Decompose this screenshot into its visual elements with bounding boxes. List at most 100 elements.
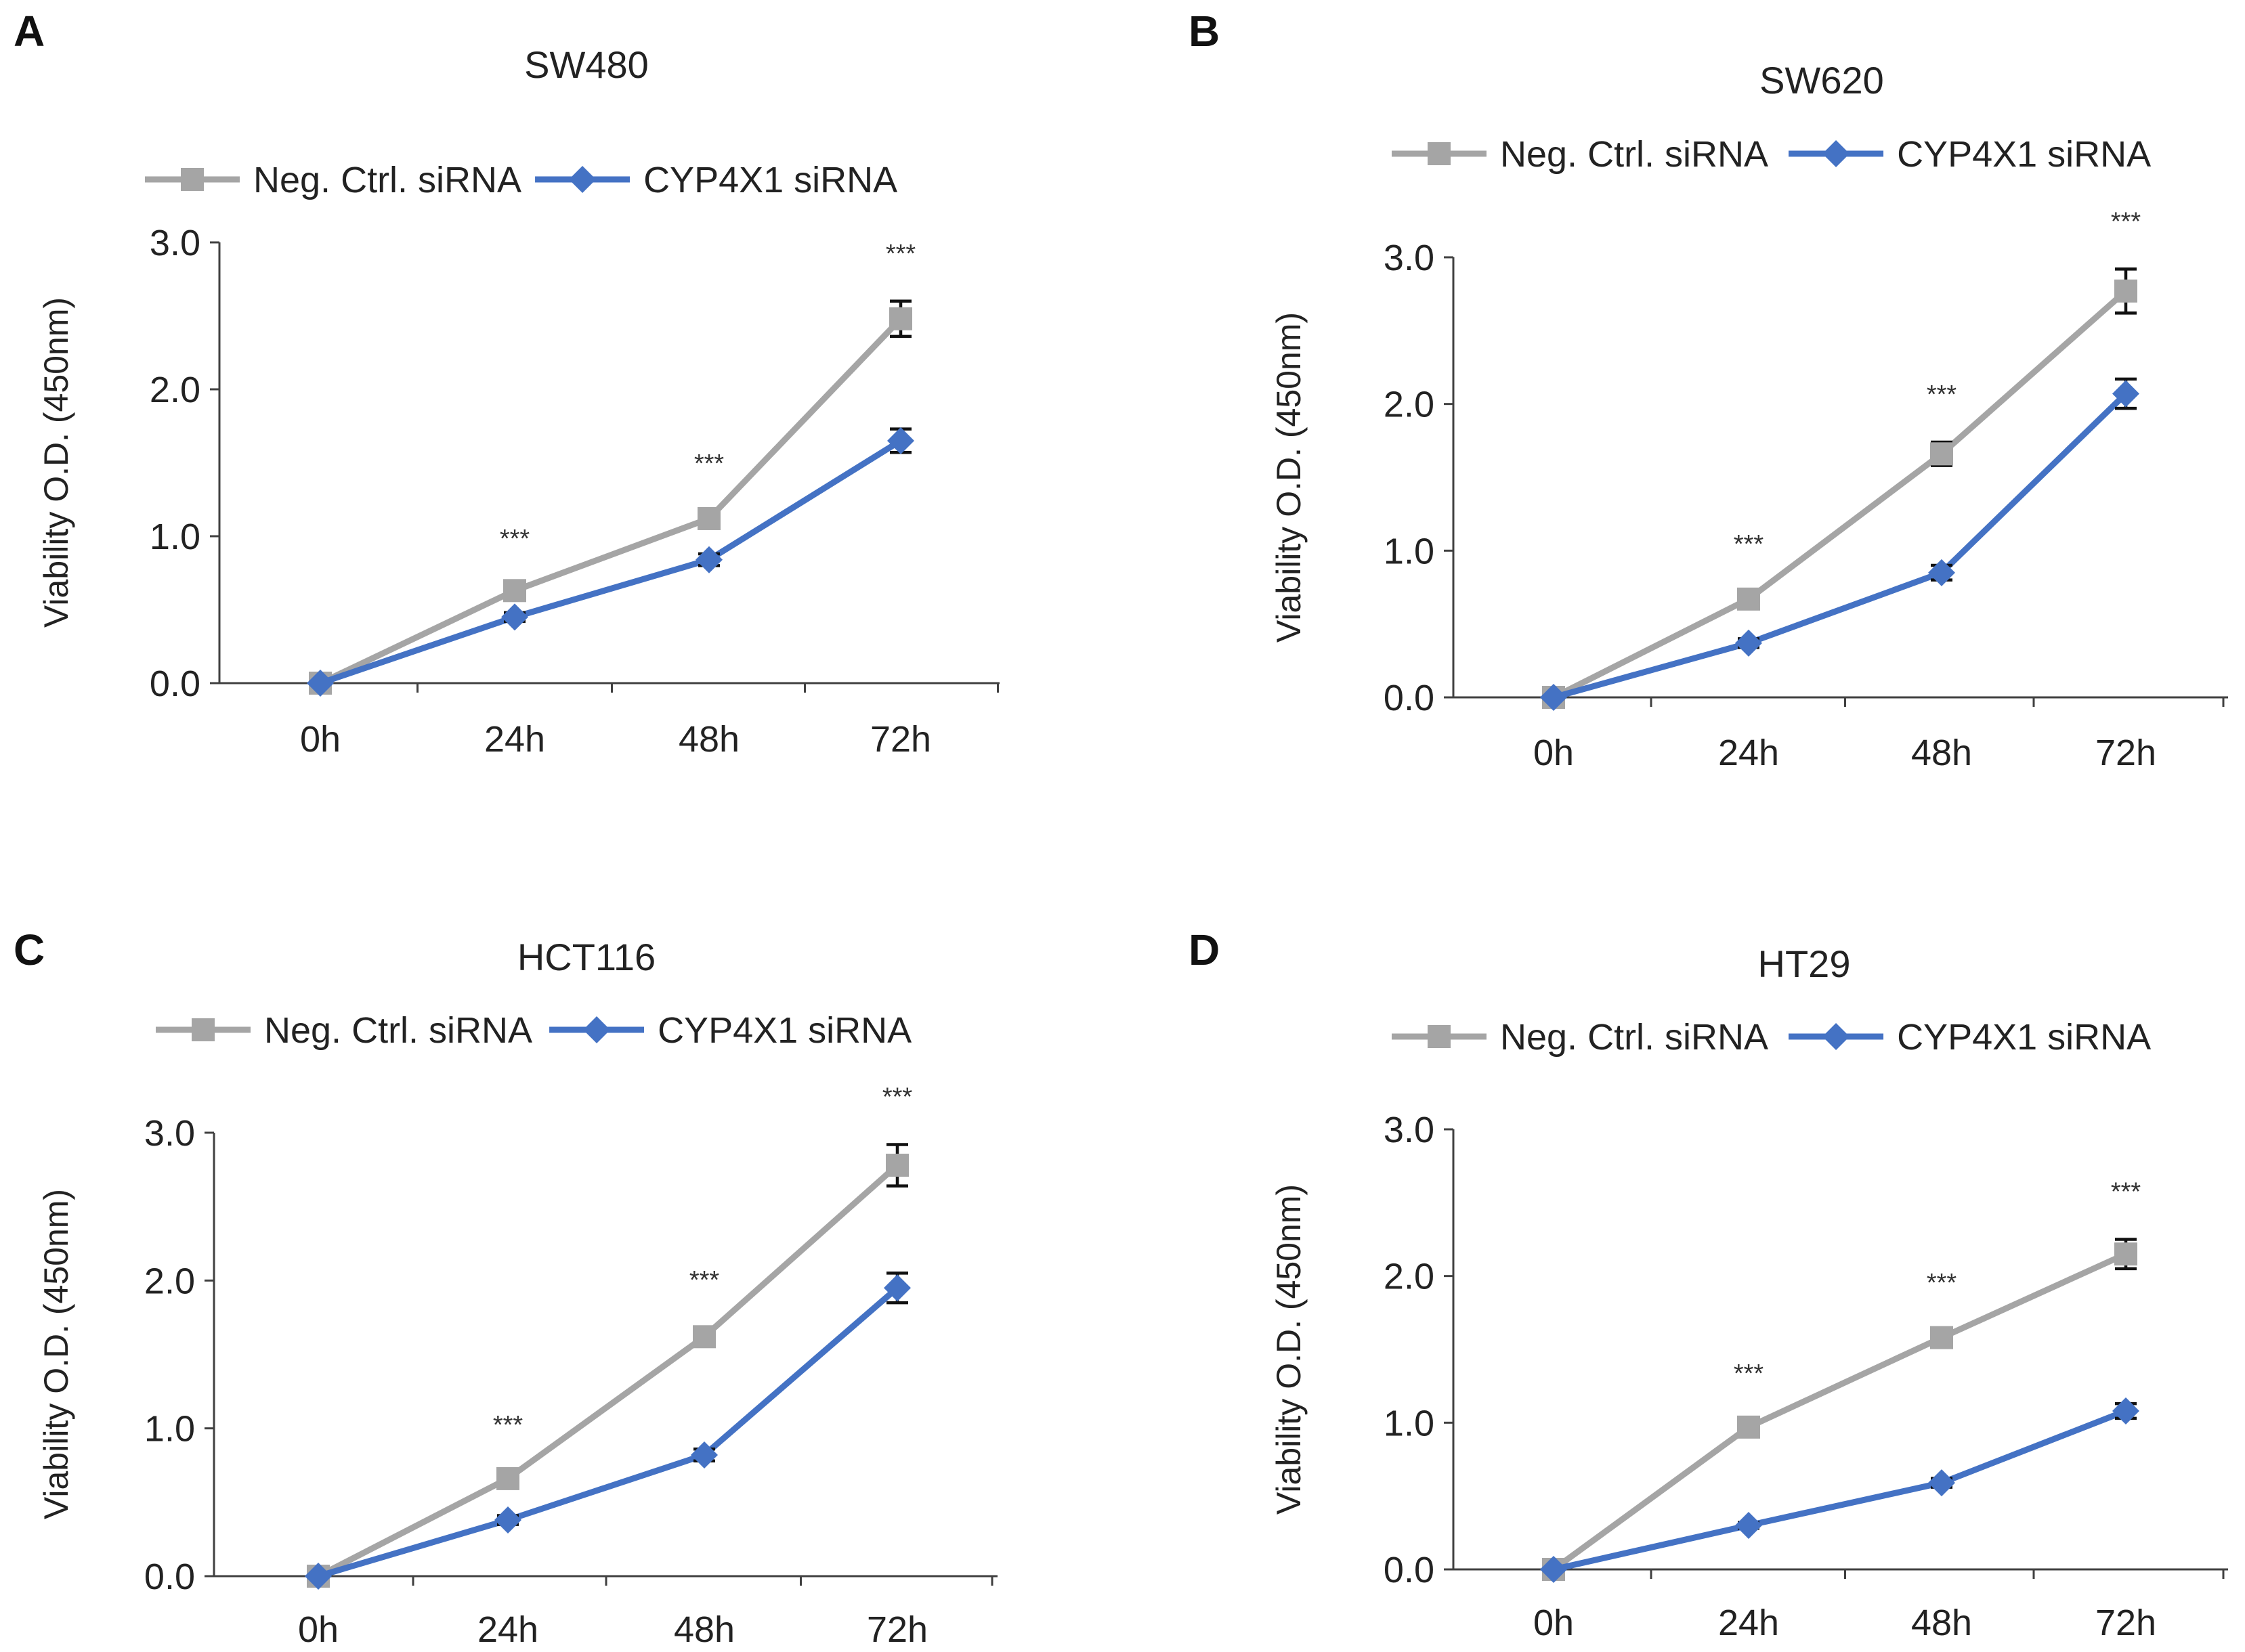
significance-label: *** <box>1734 1360 1764 1388</box>
legend-marker <box>181 168 204 191</box>
significance-label: *** <box>493 1411 523 1439</box>
data-point <box>494 1506 521 1534</box>
panel-letter: D <box>1189 926 1220 974</box>
significance-label: *** <box>1734 530 1764 559</box>
data-point <box>691 1441 718 1469</box>
x-tick-label: 24h <box>1718 1603 1779 1643</box>
series-neg-ctrl <box>1542 267 2137 709</box>
y-axis-label: Viability O.D. (450nm) <box>37 1189 75 1519</box>
x-tick-label: 72h <box>867 1609 928 1650</box>
data-point <box>1930 1326 1953 1349</box>
series-line <box>319 316 903 687</box>
x-tick-label: 0h <box>300 719 341 760</box>
significance-label: *** <box>694 450 725 478</box>
series-line <box>1552 1251 2127 1572</box>
x-tick-label: 48h <box>679 719 740 760</box>
panel-letter: C <box>14 926 45 974</box>
chart-panel-d: D HT29 Neg. Ctrl. siRNA CYP4X1 siRNA 0.0 1.0 2… <box>1189 926 2228 1643</box>
y-tick-label: 3.0 <box>144 1113 195 1154</box>
series-line <box>317 1285 899 1580</box>
series-neg-ctrl <box>307 1143 909 1588</box>
legend-marker <box>583 1016 611 1043</box>
data-point <box>889 307 912 330</box>
legend-label: CYP4X1 siRNA <box>1897 1017 2151 1058</box>
data-point <box>2112 1397 2139 1425</box>
legend-label: Neg. Ctrl. siRNA <box>253 160 521 200</box>
x-tick-label: 0h <box>1533 1603 1574 1643</box>
data-point <box>884 1274 911 1302</box>
data-point <box>1735 629 1762 657</box>
y-tick-label: 0.0 <box>1384 678 1434 718</box>
data-point <box>2114 279 2137 303</box>
chart-title: SW480 <box>524 43 649 86</box>
data-point <box>698 506 721 530</box>
x-tick-label: 72h <box>870 719 931 760</box>
significance-label: *** <box>882 1083 913 1111</box>
y-tick-label: 0.0 <box>144 1557 195 1597</box>
chart-panel-b: B SW620 Neg. Ctrl. siRNA CYP4X1 siRNA 0.0 1.0… <box>1189 7 2228 773</box>
x-tick-label: 24h <box>1718 733 1779 773</box>
y-axis-label: Viability O.D. (450nm) <box>1270 312 1308 643</box>
significance-label: *** <box>886 240 916 268</box>
y-tick-label: 2.0 <box>1384 385 1434 425</box>
legend-label: Neg. Ctrl. siRNA <box>1500 134 1768 175</box>
data-point <box>693 1325 716 1349</box>
y-tick-label: 1.0 <box>1384 531 1434 571</box>
data-point <box>1540 684 1567 711</box>
y-axis-label: Viability O.D. (450nm) <box>37 297 75 628</box>
data-point <box>1737 587 1760 611</box>
y-tick-label: 0.0 <box>1384 1550 1434 1590</box>
data-point <box>503 579 526 603</box>
data-point <box>1928 559 1955 586</box>
legend: Neg. Ctrl. siRNA CYP4X1 siRNA <box>1392 134 2151 175</box>
legend-label: CYP4X1 siRNA <box>1897 134 2151 175</box>
legend-label: CYP4X1 siRNA <box>643 160 897 200</box>
significance-label: *** <box>2111 207 2141 236</box>
series-line <box>319 438 903 687</box>
chart-panel-a: A SW480 Neg. Ctrl. siRNA CYP4X1 siRNA 0.0 1.0… <box>14 7 1000 760</box>
significance-label: *** <box>2111 1178 2141 1207</box>
data-point <box>1540 1556 1567 1583</box>
data-point <box>1737 1415 1760 1439</box>
legend-marker <box>1822 140 1850 167</box>
data-point <box>496 1466 519 1490</box>
x-tick-label: 24h <box>484 719 545 760</box>
series-cyp4x1 <box>1540 377 2139 711</box>
series-line <box>316 1162 899 1580</box>
legend: Neg. Ctrl. siRNA CYP4X1 siRNA <box>1392 1017 2151 1058</box>
significance-label: *** <box>500 525 530 553</box>
chart-title: HT29 <box>1758 942 1851 985</box>
series-neg-ctrl <box>1542 1238 2137 1581</box>
series-cyp4x1 <box>307 427 914 697</box>
panel-letter: A <box>14 7 45 56</box>
y-tick-label: 3.0 <box>150 223 200 263</box>
x-tick-label: 72h <box>2095 1603 2156 1643</box>
y-tick-label: 1.0 <box>1384 1403 1434 1443</box>
x-tick-label: 48h <box>674 1609 735 1650</box>
data-point <box>501 603 528 631</box>
data-point <box>1930 442 1953 466</box>
x-tick-label: 48h <box>1911 733 1972 773</box>
data-point <box>886 1154 909 1177</box>
y-tick-label: 0.0 <box>150 664 200 704</box>
series-line <box>1553 1408 2127 1573</box>
legend-label: Neg. Ctrl. siRNA <box>1500 1017 1768 1058</box>
y-tick-label: 2.0 <box>1384 1257 1434 1297</box>
y-tick-label: 3.0 <box>1384 238 1434 278</box>
legend: Neg. Ctrl. siRNA CYP4X1 siRNA <box>145 160 897 200</box>
significance-label: *** <box>1927 381 1957 409</box>
chart-panel-c: C HCT116 Neg. Ctrl. siRNA CYP4X1 siRNA 0.0 1.… <box>14 926 998 1650</box>
legend-marker <box>1822 1023 1850 1050</box>
x-tick-label: 24h <box>477 1609 538 1650</box>
data-point <box>1928 1469 1955 1497</box>
panel-letter: B <box>1189 7 1220 56</box>
significance-label: *** <box>1927 1269 1957 1297</box>
y-axis-label: Viability O.D. (450nm) <box>1270 1184 1308 1515</box>
legend: Neg. Ctrl. siRNA CYP4X1 siRNA <box>156 1010 912 1051</box>
series-neg-ctrl <box>309 299 912 695</box>
legend-marker <box>192 1018 215 1041</box>
data-point <box>2114 1242 2137 1266</box>
data-point <box>696 546 723 573</box>
series-cyp4x1 <box>305 1271 911 1590</box>
legend-marker <box>1428 1025 1451 1048</box>
